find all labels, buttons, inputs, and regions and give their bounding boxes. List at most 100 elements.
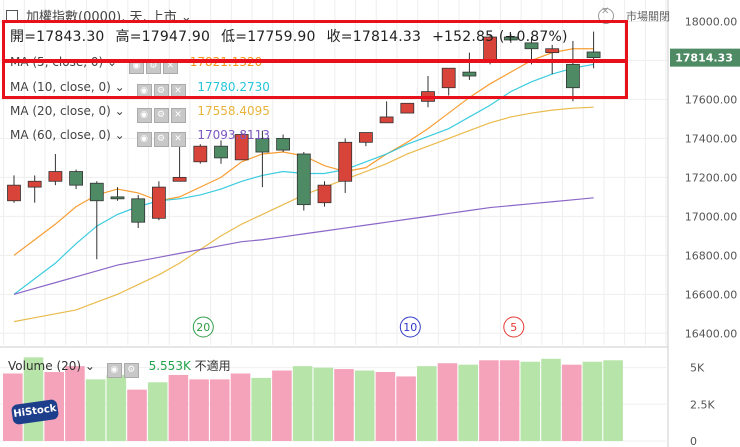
candle-up [545,48,560,54]
close-icon[interactable] [598,6,614,24]
event-marker-label: 5 [510,321,517,334]
candle-down [276,137,291,151]
price-tick-label: 17400.00 [685,132,738,145]
candle-down [296,153,311,206]
candle-up [234,134,249,161]
event-marker [192,316,214,338]
ma60-line [13,197,594,295]
volume-note: 不適用 [194,359,231,373]
candle-down [586,51,601,59]
close-icon[interactable]: ✕ [170,108,186,123]
close-value: 收=17814.33 [326,29,422,45]
candle-up [400,102,415,114]
candle-down [69,171,83,186]
candle-down [255,137,270,153]
ma10-label: MA (10, close, 0) [10,80,111,94]
price-tick-label: 16800.00 [685,249,738,262]
volume-bar [189,379,209,441]
volume-bar [417,366,437,441]
highlight-box-ohlc [2,20,628,62]
ma20-buttons[interactable]: ◉ ⚙ ✕ [136,106,188,123]
event-marker-label: 20 [196,321,210,334]
chevron-down-icon[interactable]: ⌄ [176,10,192,25]
candle-up [379,116,394,124]
ma10-value: 17780.2730 [197,80,270,94]
volume-bar [334,369,354,441]
ma60-value: 17093.8113 [197,128,270,142]
candle-up [338,141,353,182]
volume-bar [147,382,168,441]
gear-icon[interactable]: ⚙ [153,108,169,123]
price-tick-label: 16600.00 [685,288,738,301]
ma60-buttons[interactable]: ◉ ⚙ ✕ [136,130,188,147]
ma20-legend[interactable]: MA (20, close, 0) ⌄ ◉ ⚙ ✕ 17558.4095 [10,104,270,123]
candle-down [89,182,104,202]
gear-icon[interactable]: ⚙ [153,132,169,147]
volume-bar [272,370,292,441]
price-tick-label: 17000.00 [685,210,738,223]
candles [7,31,601,260]
price-tick-label: 17200.00 [685,171,738,184]
axis-background [668,0,740,447]
last-price-tag [670,48,740,67]
volume-bar [582,361,603,441]
low-value: 低=17759.90 [221,29,316,45]
eye-icon[interactable]: ◉ [136,84,152,99]
volume-bar [230,373,251,441]
candle-up [7,184,21,202]
close-icon[interactable]: ✕ [170,132,186,147]
volume-bar [499,360,520,441]
candle-down [524,42,539,50]
volume-label: Volume (20) [8,359,82,373]
candle-down [566,63,580,89]
volume-axis: 0 2.5K 5K [690,362,715,447]
ma20-label: MA (20, close, 0) [10,104,111,118]
candle-up [48,171,63,182]
eye-icon[interactable]: ◉ [106,363,122,378]
candle-down [110,196,125,200]
volume-bar [106,374,127,441]
volume-bar [251,377,271,441]
volume-bar [85,379,106,441]
volume-bar [520,361,541,441]
volume-bar [127,389,147,441]
price-tick-label: 18000.00 [685,15,738,28]
price-tick-label: 16400.00 [685,327,738,340]
open-value: 開=17843.30 [10,29,105,45]
market-status: 市場關閉 [626,10,670,23]
highlight-box-ma [2,60,628,99]
chevron-down-icon[interactable]: ⌄ [110,80,125,94]
candle-down [214,145,228,159]
last-price-label: 17814.33 [675,52,733,65]
event-marker [503,316,525,338]
volume-legend[interactable]: Volume (20) ⌄ ◉ ⚙ 5.553K 不適用 [8,357,231,378]
ma60-label: MA (60, close, 0) [10,128,111,142]
volume-bar [437,363,458,441]
change-value: +152.85 (+0.87%) [432,29,568,45]
event-markers: 20 10 5 [192,316,525,338]
chevron-down-icon[interactable]: ⌄ [110,104,125,118]
chevron-down-icon[interactable]: ⌄ [81,359,99,373]
volume-buttons[interactable]: ◉ ⚙ [106,361,141,378]
ma60-legend[interactable]: MA (60, close, 0) ⌄ ◉ ⚙ ✕ 17093.8113 [10,128,270,147]
volume-bar [541,358,561,441]
candle-up [172,176,187,182]
candle-down [131,198,146,223]
volume-bar [292,366,313,441]
eye-icon[interactable]: ◉ [136,108,152,123]
volume-tick-label: 5K [690,362,705,375]
candle-up [358,132,373,143]
price-axis: 16400.00 16600.00 16800.00 17000.00 17200.00… [667,0,740,447]
eye-icon[interactable]: ◉ [136,132,152,147]
price-tick-label: 17600.00 [685,93,738,106]
volume-bar [603,360,623,441]
volume-tick-label: 2.5K [690,398,715,411]
volume-bar [396,376,416,441]
volume-bar [354,370,375,441]
event-marker-label: 10 [403,321,417,334]
candle-down [503,36,518,41]
chevron-down-icon[interactable]: ⌄ [110,128,125,142]
volume-bar [561,364,582,441]
gear-icon[interactable]: ⚙ [123,363,139,378]
